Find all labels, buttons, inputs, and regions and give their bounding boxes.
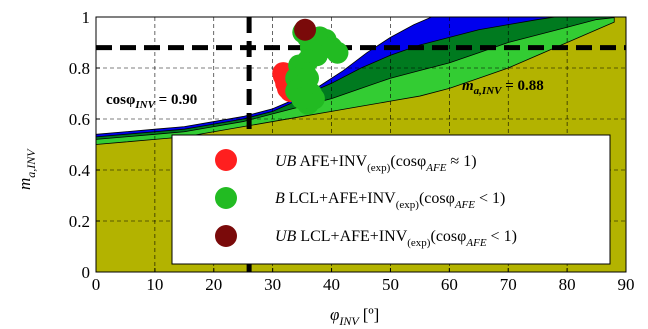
- y-tick-label: 0: [82, 263, 91, 282]
- x-axis-label: φINV [º]: [330, 305, 379, 328]
- y-tick-label: 0.8: [69, 59, 90, 78]
- x-tick-label: 70: [500, 275, 517, 294]
- y-tick-label: 1: [82, 8, 91, 27]
- x-tick-label: 90: [618, 275, 635, 294]
- x-tick-label: 30: [264, 275, 281, 294]
- legend-label-b-lcl-afe-inv: B LCL+AFE+INV(exp)(cosφAFE < 1): [275, 190, 505, 211]
- legend-label-ub-lcl-afe-inv: UB LCL+AFE+INV(exp)(cosφAFE < 1): [275, 228, 517, 249]
- data-point-series-1: [291, 87, 314, 110]
- data-point-series-2: [294, 18, 317, 41]
- legend: UB AFE+INV(exp)(cosφAFE ≈ 1) B LCL+AFE+I…: [171, 134, 611, 265]
- legend-marker-ub-lcl-afe-inv: [215, 225, 237, 247]
- legend-label-ub-afe-inv: UB AFE+INV(exp)(cosφAFE ≈ 1): [275, 153, 477, 174]
- x-tick-label: 10: [146, 275, 163, 294]
- x-tick-label: 80: [559, 275, 576, 294]
- y-tick-label: 0.4: [69, 161, 91, 180]
- data-point-series-1: [326, 41, 349, 64]
- x-tick-label: 60: [441, 275, 458, 294]
- plot-frame: [95, 16, 627, 273]
- legend-marker-ub-afe-inv: [215, 149, 237, 171]
- y-axis-label: ma,INV: [15, 148, 38, 190]
- x-tick-label: 0: [92, 275, 101, 294]
- cosphi-annotation: cosφINV = 0.90: [106, 92, 197, 111]
- m-annotation: ma,INV = 0.88: [462, 78, 544, 97]
- x-tick-label: 20: [205, 275, 222, 294]
- y-tick-label: 0.2: [69, 212, 90, 231]
- x-tick-label: 40: [323, 275, 340, 294]
- axis-ticks: 0 10 20 30 40 50 60 70 80 90 0 0.2 0.4 0.6 0.8 1: [69, 8, 635, 294]
- legend-box: [171, 134, 611, 265]
- x-tick-label: 50: [382, 275, 399, 294]
- y-tick-label: 0.6: [69, 110, 90, 129]
- data-points: [272, 18, 349, 115]
- legend-marker-b-lcl-afe-inv: [215, 187, 237, 209]
